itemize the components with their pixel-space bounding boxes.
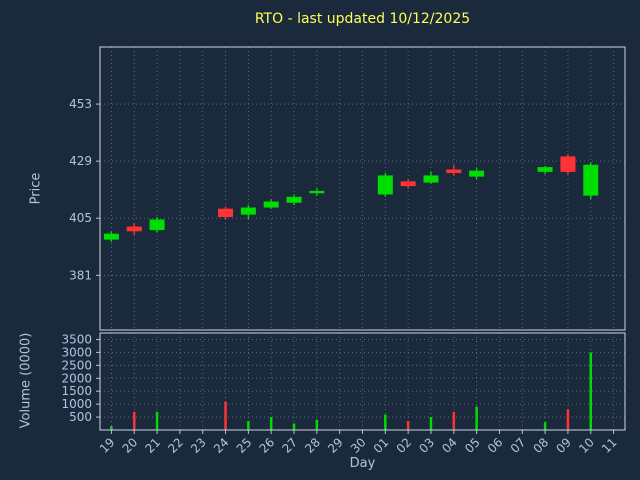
candle-body (309, 190, 325, 194)
price-tick-label: 381 (69, 268, 92, 282)
volume-bars (110, 352, 593, 430)
volume-tick-label: 3500 (61, 332, 92, 346)
candle-body (469, 170, 485, 177)
candlesticks (103, 154, 599, 243)
day-tick-label: 21 (142, 435, 163, 456)
volume-axis-label: Volume (0000) (18, 332, 34, 429)
candle-body (218, 208, 234, 218)
day-tick-label: 24 (211, 435, 232, 456)
candle-body (126, 226, 142, 232)
volume-tick-label: 2000 (61, 371, 92, 385)
candle-body (446, 169, 462, 174)
volume-tick-label: 2500 (61, 358, 92, 372)
day-tick-label: 26 (257, 435, 278, 456)
day-tick-label: 28 (302, 435, 323, 456)
day-tick-label: 30 (348, 435, 369, 456)
candle-body (537, 167, 553, 172)
volume-tick-label: 3000 (61, 345, 92, 359)
candle-body (103, 233, 119, 240)
price-tick-label: 453 (69, 97, 92, 111)
price-plot-frame (99, 46, 626, 331)
day-tick-label: 20 (120, 435, 141, 456)
candle-body (400, 181, 416, 187)
candle-body (377, 175, 393, 195)
volume-tick-label: 1500 (61, 384, 92, 398)
day-tick-label: 08 (531, 435, 552, 456)
chart-title: RTO - last updated 10/12/2025 (254, 11, 471, 27)
price-tick-label: 405 (69, 211, 92, 225)
candle-body (263, 201, 279, 208)
volume-tick-label: 1000 (61, 397, 92, 411)
price-axis-label: Price (28, 172, 44, 205)
day-tick-label: 02 (394, 435, 415, 456)
day-tick-label: 04 (439, 435, 460, 456)
day-tick-label: 03 (416, 435, 437, 456)
day-tick-label: 23 (188, 435, 209, 456)
day-axis-label: Day (349, 456, 376, 471)
grid-lines (100, 47, 625, 430)
day-tick-label: 22 (165, 435, 186, 456)
day-tick-label: 27 (279, 435, 300, 456)
day-tick-label: 01 (371, 435, 392, 456)
price-tick-label: 429 (69, 154, 92, 168)
candle-body (240, 207, 256, 215)
day-tick-label: 19 (97, 435, 118, 456)
volume-tick-label: 500 (69, 410, 92, 424)
axes (96, 46, 626, 434)
day-tick-label: 05 (462, 435, 483, 456)
day-tick-label: 06 (485, 435, 506, 456)
candle-body (583, 164, 599, 196)
day-tick-label: 25 (234, 435, 255, 456)
day-tick-label: 11 (599, 435, 620, 456)
day-tick-label: 10 (576, 435, 597, 456)
candle-body (560, 156, 576, 172)
day-tick-label: 29 (325, 435, 346, 456)
day-tick-label: 07 (508, 435, 529, 456)
candle-body (423, 175, 439, 183)
day-tick-label: 09 (553, 435, 574, 456)
candle-body (149, 219, 165, 231)
candle-body (286, 196, 302, 203)
